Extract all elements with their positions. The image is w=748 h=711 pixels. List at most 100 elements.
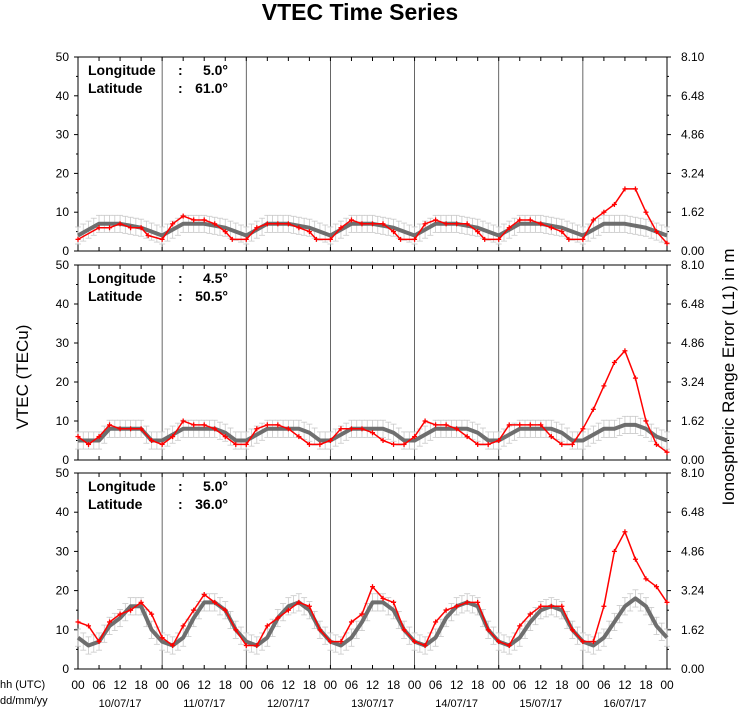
y-tick-label: 0 xyxy=(62,244,69,258)
x-tick-label: 06 xyxy=(261,678,275,692)
x-tick-label: 18 xyxy=(555,678,569,692)
y-tick-label-right: 6.48 xyxy=(681,297,705,311)
longitude-label: Longitude xyxy=(88,478,156,494)
latitude-colon: : xyxy=(178,80,183,96)
latitude-colon: : xyxy=(178,288,183,304)
x-day-label: 15/07/17 xyxy=(519,698,562,710)
y-tick-label-right: 8.10 xyxy=(681,50,705,64)
latitude-label: Latitude xyxy=(88,496,143,512)
x-tick-label: 12 xyxy=(366,678,380,692)
x-tick-label: 06 xyxy=(513,678,527,692)
chart-title: VTEC Time Series xyxy=(262,0,458,25)
x-tick-label: 12 xyxy=(534,678,548,692)
observed-markers xyxy=(75,186,670,246)
x-axis-label-dates: dd/mm/yy xyxy=(0,695,48,707)
longitude-value: 5.0° xyxy=(203,478,228,494)
latitude-value: 36.0° xyxy=(195,496,228,512)
y-tick-label: 0 xyxy=(62,453,69,467)
x-tick-label: 12 xyxy=(618,678,632,692)
x-axis: 00 06 12 18 10/07/17 00 06 12 18 11/07/17 00 06 12 18… xyxy=(71,678,674,710)
panel-group: 0 0.00 10 1.62 20 3.24 30 4.86 40 6.48 50 8.10 Longi… xyxy=(56,50,705,676)
reference-series-line xyxy=(78,422,668,443)
longitude-value: 5.0° xyxy=(203,62,228,78)
longitude-value: 4.5° xyxy=(203,270,228,286)
longitude-colon: : xyxy=(178,270,183,286)
y-tick-label: 20 xyxy=(56,166,70,180)
y-tick-label-right: 0.00 xyxy=(681,453,705,467)
x-tick-label: 18 xyxy=(471,678,485,692)
longitude-label: Longitude xyxy=(88,270,156,286)
panel-3: 0 0.00 10 1.62 20 3.24 30 4.86 40 6.48 50 8.10 Longi… xyxy=(56,466,705,676)
x-tick-label: 00 xyxy=(155,678,169,692)
y-tick-label-right: 0.00 xyxy=(681,244,705,258)
x-axis-label-hours: hh (UTC) xyxy=(0,679,45,691)
x-tick-label: 00 xyxy=(240,678,254,692)
x-day-label: 10/07/17 xyxy=(99,698,142,710)
y-tick-label-right: 8.10 xyxy=(681,258,705,272)
x-day-label: 16/07/17 xyxy=(604,698,647,710)
y-tick-label-right: 3.24 xyxy=(681,375,705,389)
y-tick-label-right: 8.10 xyxy=(681,466,705,480)
x-tick-label: 06 xyxy=(92,678,106,692)
observed-markers xyxy=(75,529,670,648)
x-tick-label: 00 xyxy=(324,678,338,692)
y-tick-label: 50 xyxy=(56,466,70,480)
y-tick-label: 20 xyxy=(56,584,70,598)
x-day-label: 12/07/17 xyxy=(267,698,310,710)
x-tick-label: 18 xyxy=(639,678,653,692)
x-tick-label: 06 xyxy=(345,678,359,692)
y-tick-label-right: 0.00 xyxy=(681,662,705,676)
y-tick-label: 50 xyxy=(56,258,70,272)
y-tick-label: 30 xyxy=(56,336,70,350)
y-tick-label: 40 xyxy=(56,89,70,103)
latitude-value: 50.5° xyxy=(195,288,228,304)
y-tick-label-right: 1.62 xyxy=(681,414,705,428)
y-tick-label-right: 6.48 xyxy=(681,505,705,519)
panel-1: 0 0.00 10 1.62 20 3.24 30 4.86 40 6.48 50 8.10 Longi… xyxy=(56,50,705,258)
y-tick-label-right: 6.48 xyxy=(681,89,705,103)
y-tick-label: 50 xyxy=(56,50,70,64)
x-day-label: 14/07/17 xyxy=(435,698,478,710)
x-tick-label: 12 xyxy=(113,678,127,692)
x-tick-label: 18 xyxy=(134,678,148,692)
x-tick-label: 00 xyxy=(408,678,422,692)
x-tick-label: 06 xyxy=(597,678,611,692)
longitude-colon: : xyxy=(178,62,183,78)
y-axis-right-label: Ionospheric Range Error (L1) in m xyxy=(719,248,738,505)
x-tick-label: 06 xyxy=(429,678,443,692)
y-tick-label-right: 3.24 xyxy=(681,166,705,180)
latitude-label: Latitude xyxy=(88,80,143,96)
x-tick-label: 18 xyxy=(303,678,317,692)
panel-2: 0 0.00 10 1.62 20 3.24 30 4.86 40 6.48 50 8.10 Longi… xyxy=(56,258,705,467)
y-tick-label: 30 xyxy=(56,128,70,142)
y-tick-label-right: 4.86 xyxy=(681,544,705,558)
longitude-colon: : xyxy=(178,478,183,494)
x-day-label: 11/07/17 xyxy=(183,698,225,710)
y-tick-label: 40 xyxy=(56,505,70,519)
y-tick-label: 0 xyxy=(62,662,69,676)
y-tick-label-right: 3.24 xyxy=(681,584,705,598)
x-day-label: 13/07/17 xyxy=(351,698,394,710)
y-tick-label-right: 4.86 xyxy=(681,336,705,350)
latitude-colon: : xyxy=(178,496,183,512)
x-tick-label: 12 xyxy=(450,678,464,692)
y-tick-label: 40 xyxy=(56,297,70,311)
y-tick-label-right: 1.62 xyxy=(681,205,705,219)
y-tick-label: 10 xyxy=(56,623,70,637)
x-tick-label: 00 xyxy=(660,678,674,692)
x-tick-label: 00 xyxy=(71,678,85,692)
observed-series-line xyxy=(77,188,668,244)
y-tick-label: 30 xyxy=(56,544,70,558)
y-tick-label-right: 4.86 xyxy=(681,128,705,142)
x-tick-label: 12 xyxy=(198,678,212,692)
x-tick-label: 00 xyxy=(576,678,590,692)
x-tick-label: 06 xyxy=(176,678,190,692)
y-tick-label-right: 1.62 xyxy=(681,623,705,637)
y-tick-label: 10 xyxy=(56,414,70,428)
x-tick-label: 18 xyxy=(219,678,233,692)
latitude-label: Latitude xyxy=(88,288,143,304)
y-tick-label: 20 xyxy=(56,375,70,389)
x-tick-label: 18 xyxy=(387,678,401,692)
